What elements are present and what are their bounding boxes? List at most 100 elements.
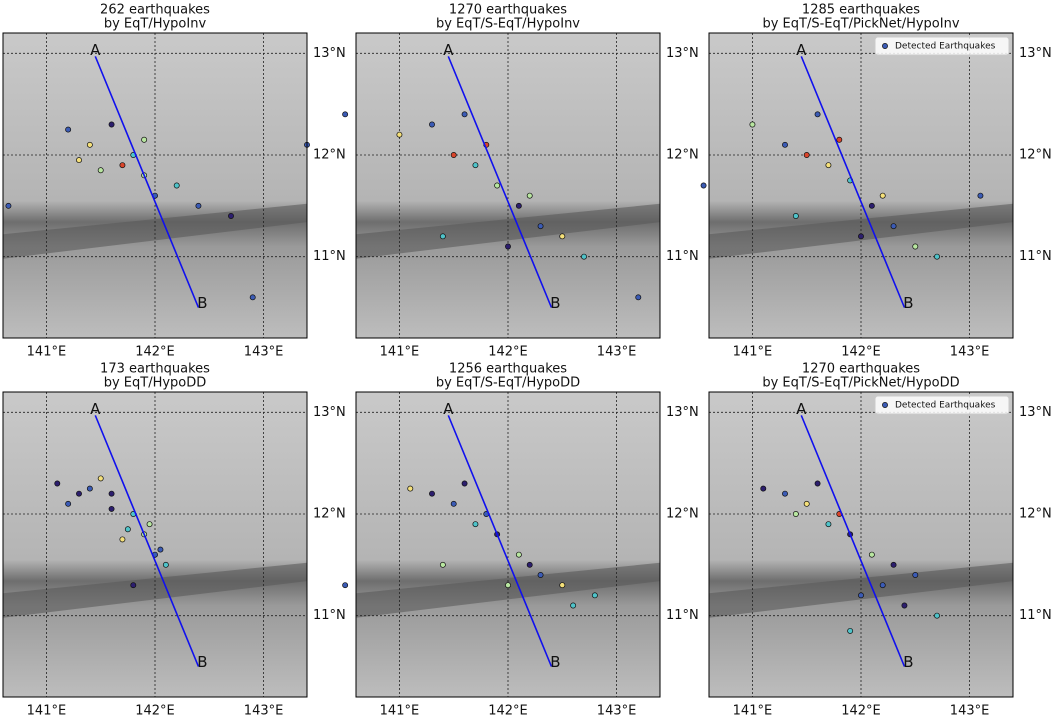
x-tick-label: 141°E	[27, 704, 67, 717]
profile-start-label: A	[90, 400, 101, 418]
map-frame	[355, 32, 661, 339]
earthquake-point	[65, 500, 72, 507]
legend-label: Detected Earthquakes	[895, 401, 996, 411]
earthquake-point	[141, 136, 148, 143]
earthquake-point	[570, 602, 577, 609]
panel-title: 1270 earthquakes	[449, 3, 567, 18]
earthquake-point	[515, 202, 522, 209]
x-tick-label: 143°E	[950, 345, 990, 360]
x-tick-label: 142°E	[841, 704, 881, 717]
x-tick-label: 142°E	[135, 345, 175, 360]
earthquake-point	[173, 182, 180, 189]
earthquake-point	[494, 182, 501, 189]
earthquake-point	[537, 572, 544, 578]
earthquake-point	[814, 480, 821, 487]
earthquake-point	[803, 500, 810, 507]
earthquake-point	[814, 111, 821, 118]
y-tick-label: 13°N	[666, 46, 699, 61]
earthquake-point	[119, 536, 126, 543]
earthquake-point	[912, 243, 919, 250]
panel-subtitle: by EqT/HypoInv	[104, 17, 207, 32]
earthquake-point	[526, 561, 533, 568]
panel-title: 173 earthquakes	[100, 362, 210, 377]
earthquake-point	[86, 141, 93, 148]
earthquake-point	[342, 111, 349, 118]
earthquake-point	[396, 131, 403, 138]
panel-subtitle: by EqT/S-EqT/HypoInv	[436, 17, 580, 32]
earthquake-point	[782, 490, 788, 497]
profile-end-label: B	[197, 294, 207, 312]
earthquake-point	[450, 500, 457, 507]
y-tick-label: 13°N	[313, 46, 346, 61]
x-tick-label: 142°E	[488, 704, 528, 717]
earthquake-point	[108, 490, 115, 497]
profile-start-label: A	[796, 41, 807, 59]
x-tick-label: 143°E	[244, 704, 284, 717]
earthquake-point	[868, 551, 875, 558]
earthquake-point	[119, 162, 126, 169]
earthquake-point	[825, 521, 832, 528]
earthquake-point	[635, 294, 642, 301]
panel-title: 262 earthquakes	[100, 3, 210, 18]
earthquake-point	[505, 582, 511, 589]
earthquake-point	[836, 136, 843, 143]
earthquake-point	[472, 521, 479, 528]
y-tick-label: 12°N	[1019, 148, 1052, 163]
y-tick-label: 12°N	[666, 148, 699, 163]
earthquake-point	[439, 561, 446, 568]
profile-end-label: B	[903, 653, 913, 671]
earthquake-point	[65, 126, 72, 133]
earthquake-point	[97, 167, 104, 174]
y-tick-label: 13°N	[1019, 405, 1052, 420]
legend-marker	[882, 402, 888, 408]
x-tick-label: 141°E	[733, 704, 773, 717]
earthquake-point	[461, 111, 468, 118]
y-tick-label: 13°N	[666, 405, 699, 420]
earthquake-point	[803, 152, 810, 158]
map-frame	[708, 391, 1014, 698]
panel-title: 1285 earthquakes	[802, 3, 920, 18]
trench-band	[356, 203, 660, 259]
earthquake-point	[146, 521, 153, 528]
y-tick-label: 11°N	[666, 249, 699, 264]
earthquake-point	[912, 572, 919, 578]
earthquake-point	[450, 152, 457, 158]
earthquake-point	[760, 485, 767, 492]
earthquake-point	[591, 592, 598, 599]
earthquake-point	[782, 141, 788, 148]
earthquake-point	[934, 253, 940, 260]
profile-line	[447, 415, 553, 667]
earthquake-point	[890, 561, 897, 568]
earthquake-point	[76, 490, 82, 497]
panel-title: 1270 earthquakes	[802, 362, 920, 377]
x-tick-label: 141°E	[380, 345, 420, 360]
panel-subtitle: by EqT/S-EqT/PickNet/HypoInv	[762, 17, 959, 32]
legend-label: Detected Earthquakes	[895, 42, 996, 52]
map-frame	[2, 391, 308, 698]
earthquake-point	[407, 485, 414, 492]
earthquake-point	[868, 202, 875, 209]
earthquake-point	[890, 223, 897, 230]
trench-band	[3, 562, 307, 618]
trench-band	[709, 562, 1013, 618]
panel-subtitle: by EqT/S-EqT/PickNet/HypoDD	[762, 376, 959, 391]
earthquake-point	[700, 182, 707, 189]
panel-title: 1256 earthquakes	[449, 362, 567, 377]
earthquake-point	[581, 253, 587, 260]
earthquake-point	[537, 223, 544, 230]
earthquake-point	[439, 233, 446, 240]
earthquake-point	[54, 480, 61, 487]
legend-box	[874, 36, 1010, 56]
x-tick-label: 142°E	[135, 704, 175, 717]
panel-subtitle: by EqT/S-EqT/HypoDD	[436, 376, 580, 391]
y-tick-label: 12°N	[313, 148, 346, 163]
earthquake-point	[86, 485, 93, 492]
earthquake-point	[901, 602, 908, 609]
map-frame	[708, 32, 1014, 339]
earthquake-point	[526, 192, 533, 199]
legend-box	[874, 395, 1010, 415]
earthquake-point	[249, 294, 256, 301]
earthquake-point	[792, 213, 799, 219]
x-tick-label: 143°E	[950, 704, 990, 717]
